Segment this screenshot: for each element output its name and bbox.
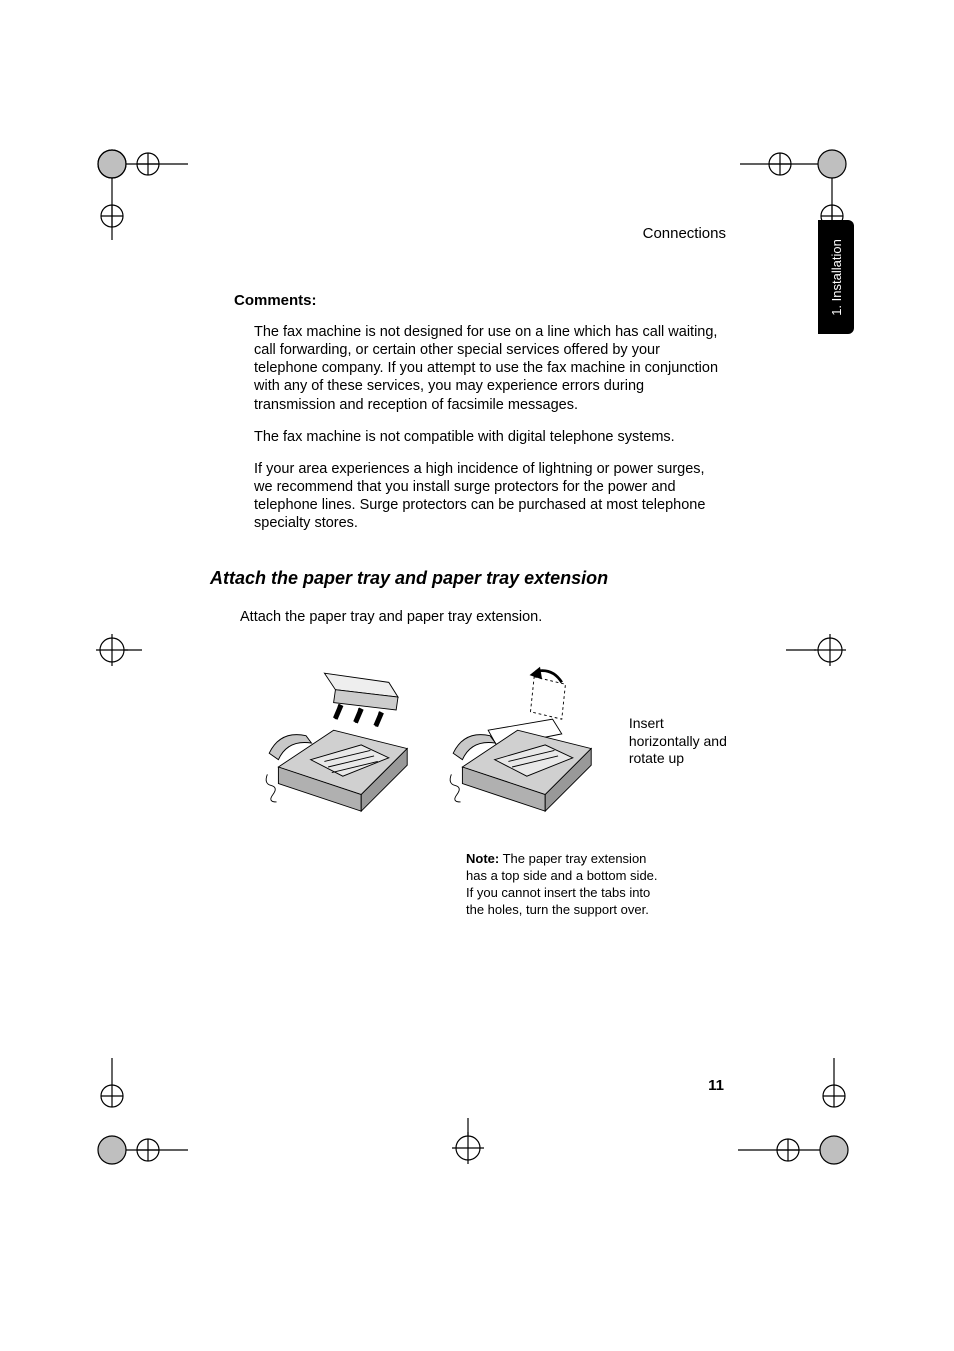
figure-caption: Insert horizontally and rotate up bbox=[629, 715, 730, 829]
comments-paragraph: If your area experiences a high incidenc… bbox=[254, 460, 724, 533]
section-title: Attach the paper tray and paper tray ext… bbox=[210, 568, 730, 589]
registration-mark-icon bbox=[78, 120, 188, 240]
figure-note: Note: The paper tray extension has a top… bbox=[466, 851, 666, 919]
registration-mark-icon bbox=[786, 620, 866, 680]
comments-paragraph: The fax machine is not compatible with d… bbox=[254, 428, 724, 446]
registration-mark-icon bbox=[78, 1058, 188, 1188]
figure-tray-attach bbox=[260, 659, 416, 829]
chapter-tab-label: 1. Installation bbox=[829, 239, 844, 316]
fax-machine-illustration-1 bbox=[260, 659, 416, 829]
registration-mark-icon bbox=[738, 1058, 868, 1188]
figure-row: Insert horizontally and rotate up bbox=[260, 659, 730, 829]
registration-mark-icon bbox=[438, 1118, 498, 1178]
note-label: Note: bbox=[466, 851, 499, 866]
registration-mark-icon bbox=[82, 620, 142, 680]
section-intro: Attach the paper tray and paper tray ext… bbox=[240, 609, 730, 625]
fax-machine-illustration-2 bbox=[444, 659, 600, 829]
registration-mark-icon bbox=[740, 120, 860, 240]
page-number: 11 bbox=[708, 1077, 724, 1094]
page-content: Comments: The fax machine is not designe… bbox=[210, 220, 730, 919]
manual-page: Connections 1. Installation Comments: Th… bbox=[0, 0, 954, 1351]
figure-tray-rotate bbox=[444, 659, 600, 829]
comments-paragraph: The fax machine is not designed for use … bbox=[254, 323, 724, 414]
comments-heading: Comments: bbox=[234, 292, 730, 309]
